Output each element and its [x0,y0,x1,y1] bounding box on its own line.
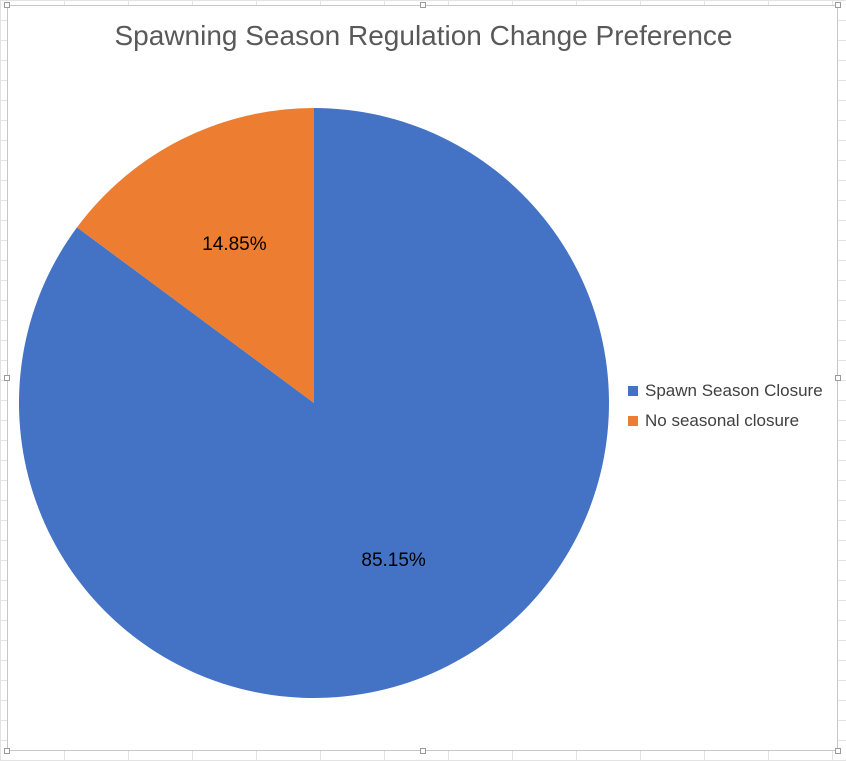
resize-handle-top-left[interactable] [4,2,10,8]
resize-handle-bottom-left[interactable] [4,748,10,754]
chart-area[interactable]: Spawning Season Regulation Change Prefer… [4,2,841,754]
data-label-no-seasonal-closure: 14.85% [202,234,267,255]
legend-label: No seasonal closure [645,411,800,430]
pie-chart: 85.15% 14.85% [18,108,610,698]
legend-item-spawn-season-closure: Spawn Season Closure [628,376,823,406]
legend-item-no-seasonal-closure: No seasonal closure [628,406,823,436]
legend: Spawn Season Closure No seasonal closure [628,376,823,436]
data-label-spawn-season-closure: 85.15% [361,550,426,571]
legend-swatch [628,416,638,426]
resize-handle-top-center[interactable] [420,2,426,8]
pie-slice-no-seasonal-closure[interactable] [76,108,314,403]
resize-handle-top-right[interactable] [835,2,841,8]
chart-title: Spawning Season Regulation Change Prefer… [114,20,733,51]
legend-swatch [628,386,638,396]
pie-slice-spawn-season-closure[interactable] [18,108,610,698]
resize-handle-bottom-right[interactable] [835,748,841,754]
resize-handle-bottom-center[interactable] [420,748,426,754]
resize-handle-middle-right[interactable] [835,375,841,381]
legend-label: Spawn Season Closure [645,381,823,400]
resize-handle-middle-left[interactable] [4,375,10,381]
